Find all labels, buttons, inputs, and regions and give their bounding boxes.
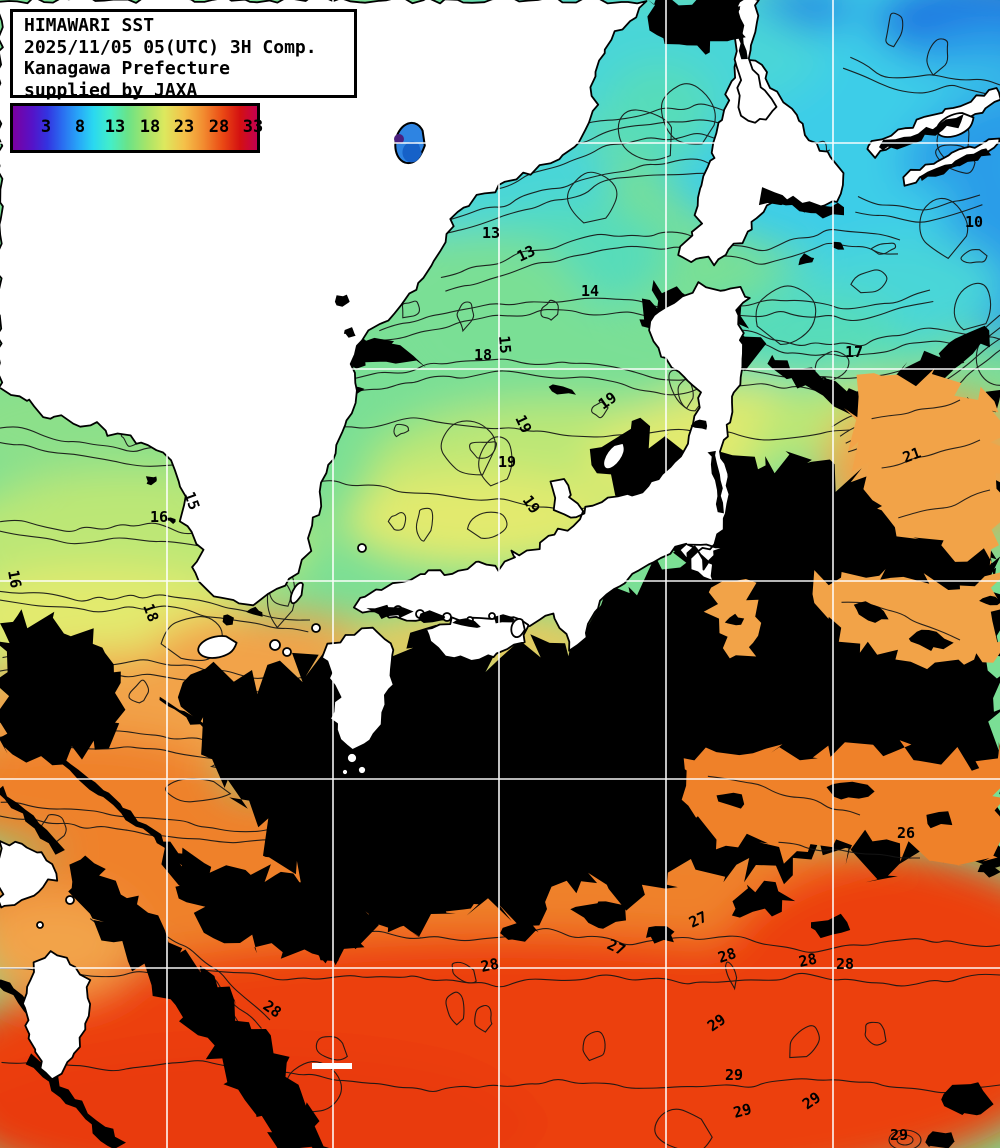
colorbar-tick: 8 xyxy=(74,117,86,138)
colorbar-tick: 3 xyxy=(40,117,52,138)
colorbar-tick: 13 xyxy=(104,117,126,138)
contour-label: 18 xyxy=(810,374,828,392)
colorbar-tick: 18 xyxy=(139,117,161,138)
cloud-over-land xyxy=(145,0,992,628)
contour-label: 13 xyxy=(482,224,500,242)
contour-label: 19 xyxy=(511,412,535,436)
contour-label: 15 xyxy=(495,335,515,355)
title-line-datetime: 2025/11/05 05(UTC) 3H Comp. xyxy=(24,36,317,58)
white-artifact-streak xyxy=(312,1063,352,1069)
colorbar-tick: 28 xyxy=(208,117,230,138)
contour-label: 14 xyxy=(581,282,599,300)
contour-label: 29 xyxy=(262,1093,280,1111)
contour-label: 28 xyxy=(716,944,739,967)
title-line-credit: supplied by JAXA xyxy=(24,79,198,101)
colorbar-tick: 23 xyxy=(173,117,195,138)
contour-label: 29 xyxy=(725,1066,743,1084)
contour-label: 17 xyxy=(845,343,863,361)
contour-label: 16 xyxy=(150,508,168,526)
contour-label: 29 xyxy=(890,1126,908,1144)
title-line-product: HIMAWARI SST xyxy=(24,15,155,36)
latitude-label-40n: 40N xyxy=(2,345,43,369)
contour-label: 28 xyxy=(479,955,500,976)
contour-label: 18 xyxy=(139,601,162,624)
contour-label: 26 xyxy=(897,824,915,842)
temperature-colorbar: 3 8 13 18 23 28 33 xyxy=(10,103,264,153)
title-box: HIMAWARI SST 2025/11/05 05(UTC) 3H Comp.… xyxy=(10,9,357,101)
colorbar-tick: 33 xyxy=(242,117,264,138)
contour-label: 27 xyxy=(686,908,710,932)
contour-label: 28 xyxy=(797,950,818,971)
contour-label: 12 xyxy=(723,0,741,14)
warm-water-patches xyxy=(681,368,1000,867)
contour-label: 28 xyxy=(836,955,854,973)
contour-label: 27 xyxy=(604,935,628,959)
contour-label: 13 xyxy=(514,242,538,266)
contour-label: 21 xyxy=(900,444,923,467)
contour-label: 19 xyxy=(498,453,516,471)
contour-label: 29 xyxy=(731,1100,753,1122)
contour-label: 16 xyxy=(4,569,25,590)
contour-label: 18 xyxy=(474,346,492,364)
contour-label: 15 xyxy=(180,489,203,512)
contour-label: 10 xyxy=(965,213,983,231)
title-line-region: Kanagawa Prefecture xyxy=(24,58,230,79)
